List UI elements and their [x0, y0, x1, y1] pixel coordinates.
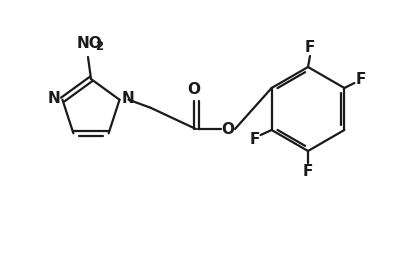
- Text: NO: NO: [76, 36, 102, 51]
- Text: F: F: [355, 71, 366, 87]
- Text: 2: 2: [95, 41, 103, 53]
- Text: F: F: [249, 132, 260, 146]
- Text: N: N: [121, 91, 134, 106]
- Text: F: F: [303, 163, 313, 179]
- Text: F: F: [305, 41, 315, 56]
- Text: O: O: [222, 122, 234, 136]
- Text: O: O: [188, 81, 200, 96]
- Text: N: N: [48, 91, 61, 106]
